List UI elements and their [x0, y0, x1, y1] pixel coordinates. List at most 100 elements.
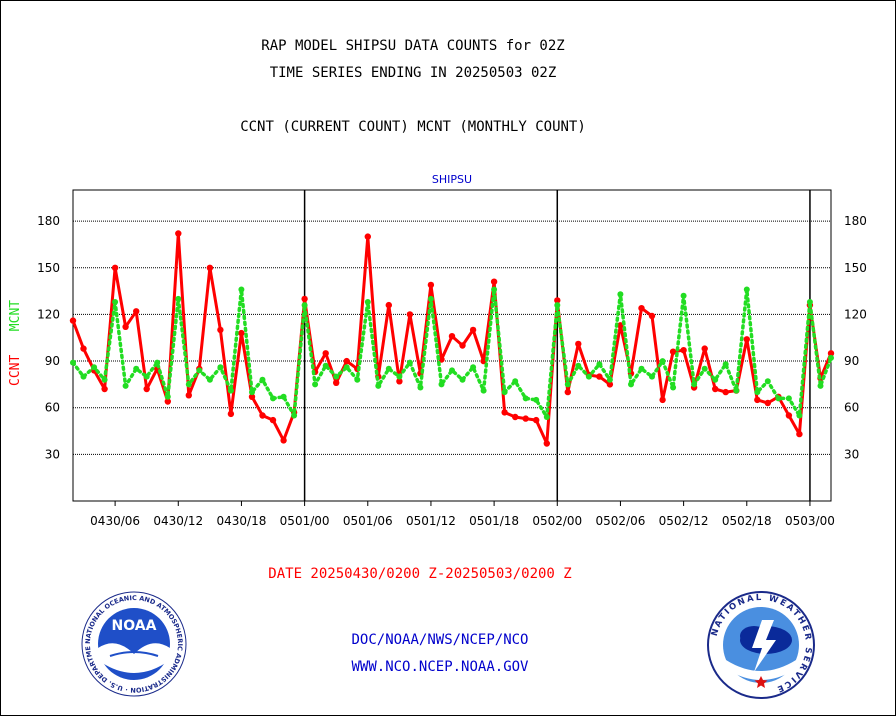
x-tick-label: 0502/18 [722, 514, 772, 528]
y-tick-label-left: 180 [37, 214, 60, 228]
x-tick-label: 0503/00 [785, 514, 835, 528]
y-tick-label-left: 90 [45, 354, 60, 368]
y-tick-label-left: 150 [37, 261, 60, 275]
ccnt-point [280, 437, 287, 444]
mcnt-point [670, 384, 677, 391]
mcnt-point [406, 359, 413, 366]
mcnt-point [396, 373, 403, 380]
ccnt-point [448, 333, 456, 340]
x-tick-label: 0501/00 [280, 514, 330, 528]
mcnt-point [712, 376, 719, 383]
mcnt-point [70, 359, 76, 366]
ccnt-point [617, 322, 624, 329]
mcnt-point [722, 361, 729, 368]
ccnt-point [648, 312, 656, 320]
mcnt-point [775, 395, 782, 402]
mcnt-point [628, 381, 634, 388]
mcnt-point [312, 381, 319, 388]
ccnt-point [406, 311, 414, 318]
mcnt-point [585, 373, 592, 380]
x-tick-label: 0502/06 [596, 514, 646, 528]
ccnt-point [764, 399, 771, 407]
ccnt-point [543, 440, 550, 447]
ccnt-point [575, 340, 582, 348]
chart-title-line1: RAP MODEL SHIPSU DATA COUNTS for 02Z [261, 38, 565, 54]
mcnt-point [333, 373, 340, 380]
ccnt-point [564, 388, 571, 396]
org-line1: DOC/NOAA/NWS/NCEP/NCO [351, 632, 529, 648]
mcnt-point [817, 382, 824, 389]
mcnt-point [785, 395, 792, 402]
ccnt-point [533, 416, 540, 424]
mcnt-point [196, 367, 203, 374]
ccnt-point [554, 297, 561, 304]
mcnt-point [522, 395, 529, 402]
ccnt-point [111, 264, 119, 271]
mcnt-point [343, 364, 350, 371]
ccnt-point [638, 305, 645, 312]
mcnt-point [606, 376, 613, 383]
mcnt-point [375, 382, 382, 389]
x-tick-label: 0502/12 [659, 514, 709, 528]
mcnt-point [480, 387, 487, 394]
ccnt-point [185, 392, 192, 399]
mcnt-point [680, 292, 687, 299]
noaa-logo-text: NOAA [112, 618, 157, 634]
mcnt-point [175, 295, 182, 302]
ccnt-point [248, 393, 256, 400]
mcnt-point [217, 364, 224, 371]
x-tick-label: 0501/06 [343, 514, 393, 528]
mcnt-point [638, 365, 645, 372]
ccnt-point [712, 385, 719, 393]
mcnt-point [227, 387, 234, 394]
ccnt-point [122, 323, 129, 330]
ccnt-point [722, 388, 729, 396]
mcnt-point [533, 396, 540, 403]
mcnt-series-line [71, 287, 833, 419]
org-line2: WWW.NCO.NCEP.NOAA.GOV [351, 659, 529, 675]
ccnt-point [217, 326, 224, 334]
mcnt-point [354, 376, 361, 383]
x-tick-label: 0502/00 [532, 514, 582, 528]
y-tick-label-right: 150 [844, 261, 867, 275]
nws-logo: NATIONAL WEATHER SERVICE [707, 591, 815, 699]
mcnt-point [459, 376, 466, 383]
mcnt-point [238, 286, 245, 293]
ccnt-point [364, 233, 371, 240]
ccnt-point [301, 295, 308, 303]
ccnt-point [459, 342, 466, 349]
mcnt-point [449, 367, 455, 374]
mcnt-point [270, 395, 276, 402]
ccnt-point [669, 348, 677, 355]
ccnt-point [796, 430, 803, 438]
x-tick-label: 0430/18 [217, 514, 267, 528]
ccnt-point [175, 230, 182, 237]
mcnt-point [259, 376, 266, 383]
mcnt-point [364, 299, 371, 305]
mcnt-point [554, 302, 561, 309]
mcnt-point [806, 299, 813, 305]
mcnt-point [291, 412, 298, 419]
y-tick-label-right: 30 [844, 447, 859, 461]
chart-title-line2: TIME SERIES ENDING IN 20250503 02Z [269, 65, 557, 81]
ccnt-point [343, 357, 350, 365]
mcnt-point [701, 365, 708, 372]
mcnt-point [470, 364, 477, 371]
mcnt-point [417, 384, 424, 391]
y-tick-label-left: 30 [45, 447, 60, 461]
mcnt-point [564, 381, 571, 388]
ccnt-point [322, 350, 329, 357]
ccnt-point [385, 301, 392, 309]
ccnt-point [259, 412, 266, 419]
mcnt-point [691, 381, 698, 388]
mcnt-point [754, 389, 761, 396]
ccnt-point [227, 410, 235, 418]
ccnt-point [754, 396, 761, 404]
plot-area [72, 189, 832, 502]
mcnt-point [543, 414, 550, 420]
mcnt-point [249, 389, 255, 396]
ccnt-point [143, 385, 150, 393]
y-tick-label-right: 120 [844, 307, 867, 321]
mcnt-point [828, 354, 834, 361]
